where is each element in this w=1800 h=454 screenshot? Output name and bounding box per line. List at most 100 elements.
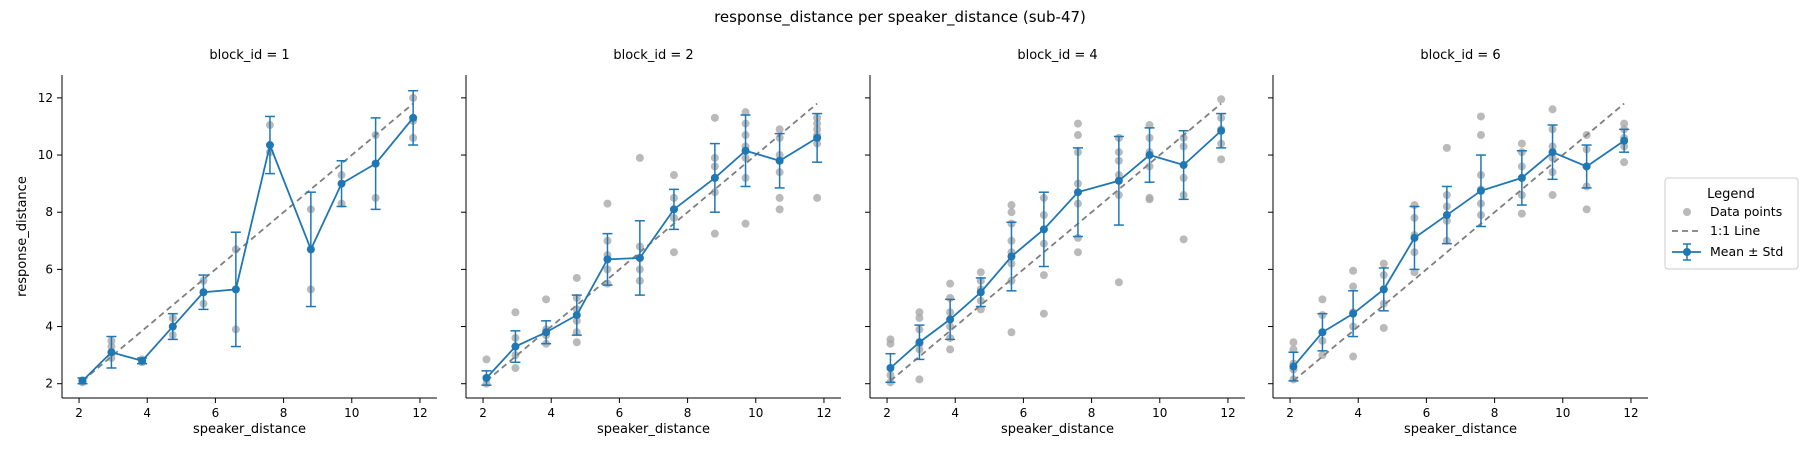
data-point: [1289, 345, 1298, 354]
data-point: [572, 273, 581, 282]
x-tick-label: 6: [1020, 406, 1028, 420]
panel-1: block_id = 1 2 4 6 8 10 12 2 4 6 8 10 12 speaker_dist…: [15, 48, 437, 437]
data-point: [1039, 271, 1048, 280]
identity-line: [889, 102, 1222, 382]
x-tick-label: 6: [616, 406, 624, 420]
data-point: [813, 193, 822, 202]
mean-point: [138, 356, 147, 365]
mean-point: [168, 322, 177, 331]
x-tick-label: 10: [344, 406, 359, 420]
legend-entries: Data points 1:1 Line Mean ± Std: [1672, 204, 1783, 261]
data-point: [1476, 131, 1485, 140]
data-point: [1145, 121, 1154, 130]
figure-title: response_distance per speaker_distance (…: [714, 8, 1086, 27]
data-point: [1476, 112, 1485, 121]
x-tick-label: 10: [1152, 406, 1167, 420]
data-point: [669, 248, 678, 257]
mean-point: [1582, 162, 1591, 171]
mean-line: [485, 137, 818, 379]
mean-point: [1379, 285, 1388, 294]
data-point: [1620, 119, 1629, 128]
mean-point: [337, 179, 346, 188]
data-point: [1073, 248, 1082, 257]
mean-point: [1476, 186, 1485, 195]
mean-point: [511, 342, 520, 351]
y-tick-label: 4: [45, 320, 53, 334]
x-tick-label: 8: [1491, 406, 1499, 420]
data-point: [1007, 328, 1016, 337]
data-point: [775, 205, 784, 214]
x-tick-label: 8: [684, 406, 692, 420]
data-point: [915, 313, 924, 322]
data-point: [669, 171, 678, 180]
data-point: [1442, 143, 1451, 152]
mean-point: [1442, 211, 1451, 220]
y-tick-label: 12: [38, 91, 53, 105]
data-point: [1517, 209, 1526, 218]
data-point: [775, 193, 784, 202]
mean-point: [409, 113, 418, 122]
mean-point: [775, 156, 784, 165]
data-point: [1548, 191, 1557, 200]
mean-point: [635, 253, 644, 262]
mean-point: [78, 376, 87, 385]
data-point: [635, 153, 644, 162]
data-point: [946, 345, 955, 354]
data-point: [741, 108, 750, 117]
x-tick-label: 2: [883, 406, 891, 420]
data-point: [1318, 295, 1327, 304]
data-point: [976, 268, 985, 277]
data-point: [1349, 352, 1358, 361]
y-tick-label: 2: [45, 377, 53, 391]
data-point: [775, 125, 784, 134]
x-tick-label: 4: [1354, 406, 1362, 420]
mean-point: [265, 141, 274, 150]
data-point: [710, 229, 719, 238]
x-axis-label: speaker_distance: [1404, 422, 1517, 437]
data-point: [511, 308, 520, 317]
data-point: [1114, 278, 1123, 287]
mean-point: [976, 288, 985, 297]
mean-point: [1179, 161, 1188, 170]
data-point: [1349, 266, 1358, 275]
x-tick-label: 12: [1623, 406, 1638, 420]
data-point: [1289, 338, 1298, 347]
mean-point: [669, 205, 678, 214]
x-tick-label: 12: [1220, 406, 1235, 420]
data-point: [946, 279, 955, 288]
mean-point: [603, 255, 612, 264]
mean-point: [231, 285, 240, 294]
y-tick-label: 6: [45, 262, 53, 276]
x-tick-label: 8: [280, 406, 288, 420]
mean-point: [1620, 136, 1629, 145]
data-point: [915, 308, 924, 317]
data-point: [1039, 309, 1048, 318]
data-point: [1217, 95, 1226, 104]
x-tick-label: 12: [412, 406, 427, 420]
data-point: [1007, 201, 1016, 210]
x-tick-label: 4: [951, 406, 959, 420]
mean-line: [1292, 140, 1625, 368]
data-point: [542, 295, 551, 304]
mean-point: [1073, 188, 1082, 197]
panel-title: block_id = 4: [1017, 48, 1097, 63]
mean-point: [1217, 126, 1226, 135]
data-point: [1517, 139, 1526, 148]
panel-title: block_id = 2: [613, 48, 693, 63]
x-axis-label: speaker_distance: [193, 422, 306, 437]
mean-point: [482, 373, 491, 382]
legend-entry: Mean ± Std: [1672, 243, 1783, 261]
data-point: [1007, 208, 1016, 217]
mean-point: [542, 328, 551, 337]
identity-line: [1292, 102, 1625, 382]
x-axis-label: speaker_distance: [597, 422, 710, 437]
mean-point: [1349, 309, 1358, 318]
x-tick-label: 6: [212, 406, 220, 420]
panel-title: block_id = 6: [1420, 48, 1500, 63]
mean-point: [572, 311, 581, 320]
x-tick-label: 6: [1423, 406, 1431, 420]
mean-line: [889, 130, 1222, 369]
legend-entry: 1:1 Line: [1672, 223, 1760, 238]
mean-point: [1145, 151, 1154, 160]
